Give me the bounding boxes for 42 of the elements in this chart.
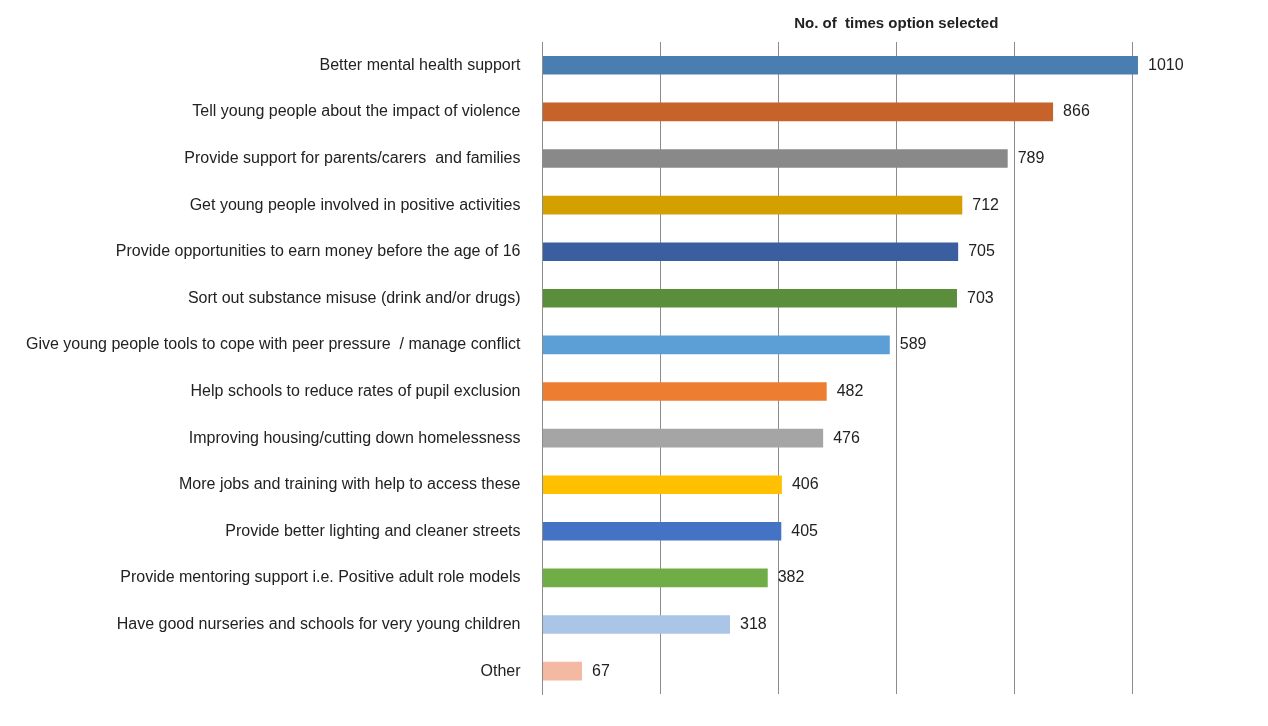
bar [543, 661, 583, 681]
bar [543, 382, 827, 401]
data-label: 589 [899, 335, 927, 353]
y-tick-label: Give young people tools to cope with peer pressure / manage conflict [25, 335, 522, 353]
data-label: 1010 [1147, 55, 1184, 73]
bar [543, 242, 959, 262]
bar [543, 475, 782, 495]
y-tick-label: Help schools to reduce rates of pupil exclusion [190, 381, 521, 399]
data-label: 67 [592, 661, 610, 679]
data-label: 476 [833, 428, 860, 446]
data-label: 406 [791, 475, 819, 493]
bar [543, 102, 1054, 122]
bar [543, 288, 957, 308]
bar [543, 335, 890, 355]
bar [543, 55, 1138, 75]
bar [543, 615, 730, 634]
data-label: 703 [966, 288, 994, 306]
y-tick-label: Get young people involved in positive activities [189, 195, 521, 213]
bar [543, 428, 824, 448]
y-tick-label: Provide mentoring support i.e. Positive adult role models [120, 568, 521, 586]
y-tick-label: Improving housing/cutting down homelessness [188, 428, 521, 446]
y-tick-label: Provide better lighting and cleaner streets [225, 521, 521, 539]
data-label: 382 [777, 568, 805, 586]
y-tick-label: Provide opportunities to earn money before the age of 16 [115, 242, 521, 260]
data-label: 712 [972, 195, 1000, 213]
y-tick-label: Tell young people about the impact of violence [192, 102, 521, 120]
y-tick-label: Sort out substance misuse (drink and/or drugs) [187, 288, 521, 306]
chart-title: No. of times option selected [794, 14, 999, 32]
y-tick-label: Better mental health support [319, 55, 522, 73]
data-label: 789 [1017, 148, 1045, 166]
y-tick-label: More jobs and training with help to access these [178, 475, 521, 493]
y-tick-label: Other [480, 661, 522, 679]
data-label: 705 [968, 242, 995, 260]
data-label: 482 [836, 381, 864, 399]
data-label: 866 [1063, 102, 1090, 120]
bar [543, 521, 782, 541]
bar [543, 195, 963, 215]
bar [543, 568, 768, 588]
data-label: 405 [791, 521, 819, 539]
y-tick-label: Have good nurseries and schools for very young children [116, 614, 521, 632]
data-label: 318 [739, 614, 767, 632]
y-tick-label: Provide support for parents/carers and families [184, 148, 521, 166]
